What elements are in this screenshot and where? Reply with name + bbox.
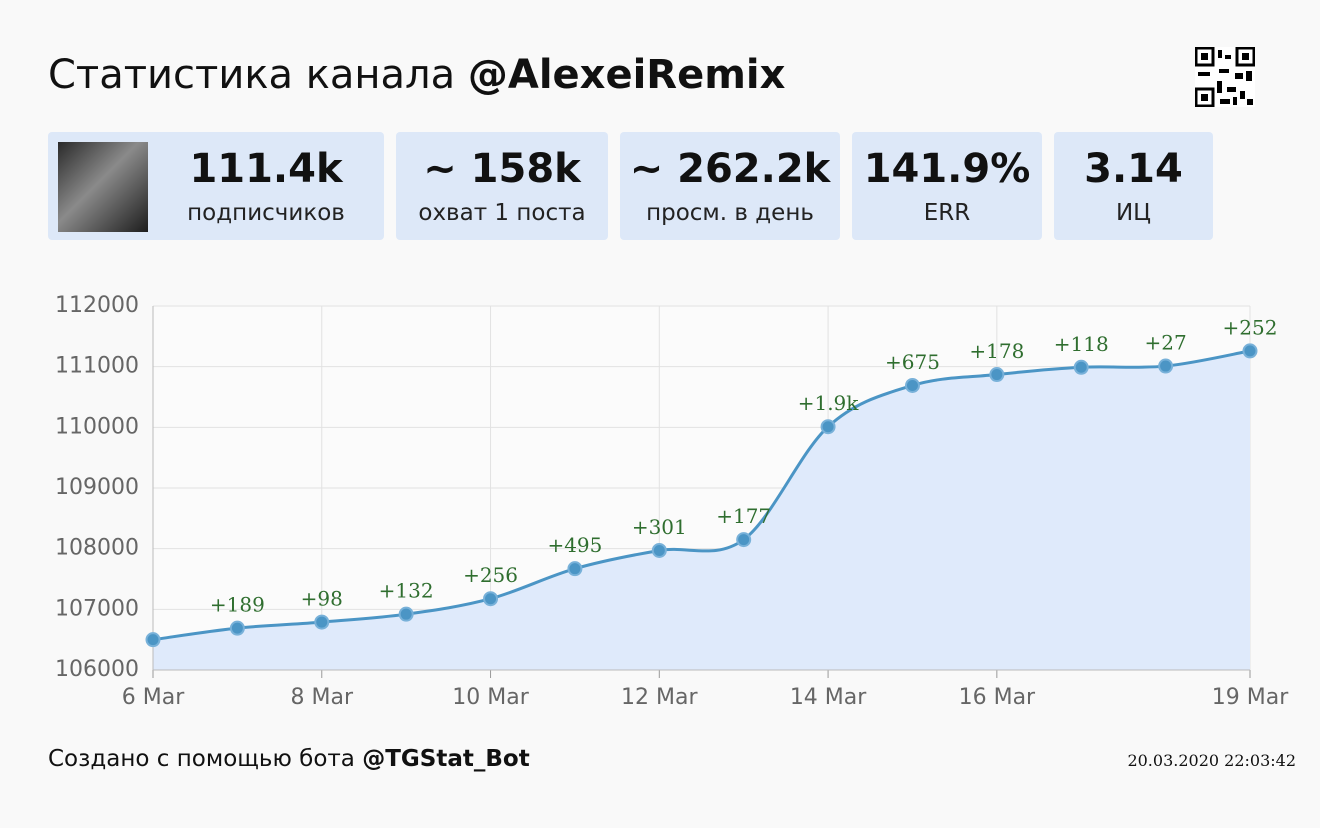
stat-label: ERR — [923, 200, 971, 226]
stat-card: ~ 158k охват 1 поста — [396, 132, 608, 240]
change-label: +256 — [463, 563, 518, 587]
point — [1158, 358, 1174, 374]
y-tick-label: 110000 — [55, 414, 139, 439]
stat-label: охват 1 поста — [418, 200, 586, 226]
y-tick-label: 108000 — [55, 536, 139, 561]
x-tick-label: 16 Mar — [959, 685, 1036, 710]
point — [229, 620, 245, 636]
point — [567, 561, 583, 577]
point — [736, 532, 752, 548]
channel-name: @AlexeiRemix — [467, 52, 786, 98]
change-label: +495 — [547, 533, 602, 557]
footer: Создано с помощью бота @TGStat_Bot — [48, 746, 530, 772]
stat-value: 3.14 — [1084, 146, 1183, 192]
change-label: +675 — [885, 350, 940, 374]
change-label: +189 — [210, 593, 265, 617]
x-tick-label: 6 Mar — [122, 685, 185, 710]
x-tick-label: 19 Mar — [1212, 685, 1289, 710]
title-text: Статистика канала — [48, 52, 456, 98]
change-label: +118 — [1054, 332, 1109, 356]
stat-card: 111.4k подписчиков — [48, 132, 384, 240]
change-label: +132 — [379, 579, 434, 603]
point — [483, 591, 499, 607]
stat-card: 3.14 ИЦ — [1054, 132, 1213, 240]
y-tick-label: 106000 — [55, 657, 139, 682]
qr-code — [1195, 47, 1255, 107]
point — [651, 542, 667, 558]
change-label: +98 — [301, 587, 343, 611]
point — [398, 606, 414, 622]
stat-card: ~ 262.2k просм. в день — [620, 132, 840, 240]
stat-value: ~ 262.2k — [629, 146, 831, 192]
y-tick-label: 111000 — [55, 354, 139, 379]
change-label: +252 — [1223, 315, 1278, 339]
y-tick-label: 109000 — [55, 475, 139, 500]
point — [314, 614, 330, 630]
stat-value: 141.9% — [863, 146, 1031, 192]
point — [904, 377, 920, 393]
timestamp: 20.03.2020 22:03:42 — [1127, 751, 1296, 770]
stat-value: 111.4k — [189, 146, 343, 192]
avatar — [58, 142, 148, 232]
footer-text: Создано с помощью бота — [48, 746, 355, 772]
bot-name: @TGStat_Bot — [362, 746, 530, 772]
point — [1242, 343, 1258, 359]
stat-label: просм. в день — [646, 200, 814, 226]
point — [820, 419, 836, 435]
y-tick-label: 107000 — [55, 596, 139, 621]
x-tick-label: 10 Mar — [452, 685, 529, 710]
x-tick-label: 14 Mar — [790, 685, 867, 710]
change-label: +177 — [716, 504, 771, 528]
change-label: +1.9k — [798, 391, 860, 415]
chart: 106000 107000 108000 109000 110000 111000 1120… — [55, 293, 1289, 710]
stat-card: 141.9% ERR — [852, 132, 1042, 240]
x-tick-label: 8 Mar — [291, 685, 354, 710]
change-label: +178 — [969, 339, 1024, 363]
stat-value: ~ 158k — [423, 146, 581, 192]
line — [152, 349, 1251, 642]
area — [153, 350, 1250, 670]
title: Статистика канала @AlexeiRemix — [48, 52, 785, 98]
change-label: +27 — [1145, 331, 1187, 355]
x-tick-label: 12 Mar — [621, 685, 698, 710]
change-label: +301 — [632, 515, 687, 539]
y-tick-label: 112000 — [55, 293, 139, 318]
point — [145, 632, 161, 648]
point — [1073, 359, 1089, 375]
point — [989, 367, 1005, 383]
stat-label: ИЦ — [1115, 200, 1152, 226]
stat-label: подписчиков — [187, 200, 345, 226]
